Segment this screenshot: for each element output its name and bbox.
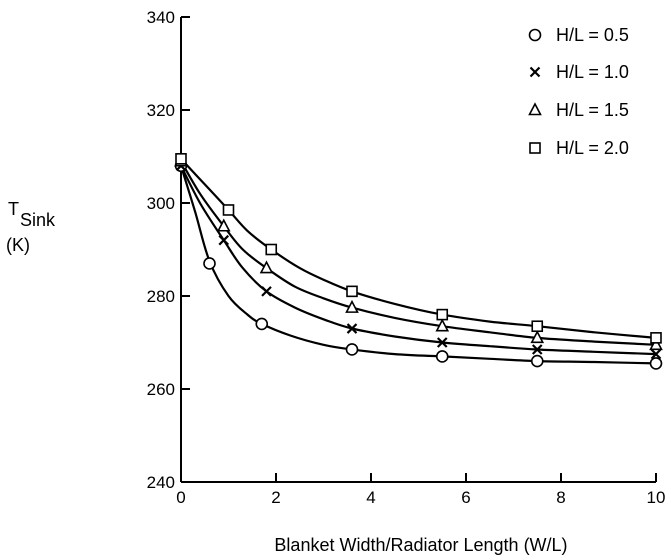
legend-label: H/L = 1.5 — [556, 100, 629, 120]
data-point-series-2 — [346, 323, 358, 334]
legend-label: H/L = 1.0 — [556, 62, 629, 82]
series-markers — [174, 153, 663, 370]
y-axis-label-subscript: Sink — [20, 210, 56, 230]
y-tick-label: 280 — [147, 287, 175, 306]
data-point-series-4 — [175, 153, 187, 165]
x-tick-label: 10 — [647, 488, 666, 507]
data-point-series-4 — [436, 308, 449, 321]
data-point-series-2 — [218, 234, 230, 246]
series-line-1 — [179, 165, 657, 365]
data-point-series-3 — [530, 330, 545, 344]
x-axis-label: Blanket Width/Radiator Length (W/L) — [274, 535, 567, 555]
series-curves — [179, 158, 657, 365]
data-point-series-2 — [436, 337, 448, 348]
data-point-series-4 — [222, 204, 235, 216]
x-tick-label: 2 — [271, 488, 280, 507]
series-line-4 — [180, 158, 657, 339]
data-point-series-3 — [435, 318, 450, 332]
data-point-series-3 — [345, 299, 359, 313]
legend-marker-x — [529, 66, 541, 78]
legend-label: H/L = 0.5 — [556, 25, 629, 45]
data-point-series-3 — [216, 218, 231, 232]
axes: 240 260 280 300 320 340 0 2 4 6 8 10 — [147, 8, 666, 507]
x-tick-label: 4 — [366, 488, 375, 507]
y-tick-label: 300 — [147, 194, 175, 213]
x-tick-label: 8 — [556, 488, 565, 507]
axis-labels: T Sink (K) Blanket Width/Radiator Length… — [6, 199, 568, 555]
data-point-series-4 — [265, 243, 278, 256]
data-point-series-1 — [435, 350, 449, 363]
legend-marker-square — [529, 142, 541, 154]
y-axis-unit: (K) — [6, 235, 30, 255]
y-tick-label: 260 — [147, 380, 175, 399]
data-point-series-2 — [261, 286, 272, 297]
data-point-series-3 — [259, 260, 274, 274]
data-point-series-1 — [203, 257, 216, 270]
data-point-series-1 — [345, 343, 359, 356]
data-point-series-1 — [255, 317, 269, 331]
legend-marker-circle — [528, 28, 542, 42]
y-axis-label: T — [8, 199, 19, 219]
data-point-series-2 — [531, 344, 543, 355]
legend-label: H/L = 2.0 — [556, 138, 629, 158]
x-tick-label: 6 — [461, 488, 470, 507]
series-line-2 — [180, 165, 657, 356]
y-tick-label: 320 — [147, 101, 175, 120]
data-point-series-3 — [649, 337, 663, 351]
data-point-series-2 — [650, 348, 662, 360]
y-tick-label: 240 — [147, 473, 175, 492]
data-point-series-1 — [530, 354, 544, 368]
data-point-series-4 — [650, 332, 662, 344]
data-point-series-4 — [346, 285, 358, 298]
legend-marker-triangle — [528, 102, 542, 116]
data-point-series-1 — [649, 357, 663, 370]
y-tick-label: 340 — [147, 8, 175, 27]
legend: H/L = 0.5 H/L = 1.0 H/L = 1.5 H/L = 2.0 — [528, 25, 629, 158]
data-point-series-4 — [531, 320, 544, 333]
x-tick-label: 0 — [176, 488, 185, 507]
